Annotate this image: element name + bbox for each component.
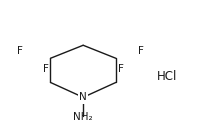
Text: HCl: HCl (157, 70, 177, 83)
Text: F: F (17, 46, 23, 56)
Text: F: F (118, 64, 124, 74)
Text: F: F (43, 64, 49, 74)
Text: NH₂: NH₂ (73, 112, 93, 122)
Text: N: N (79, 92, 87, 102)
Text: F: F (138, 46, 144, 56)
